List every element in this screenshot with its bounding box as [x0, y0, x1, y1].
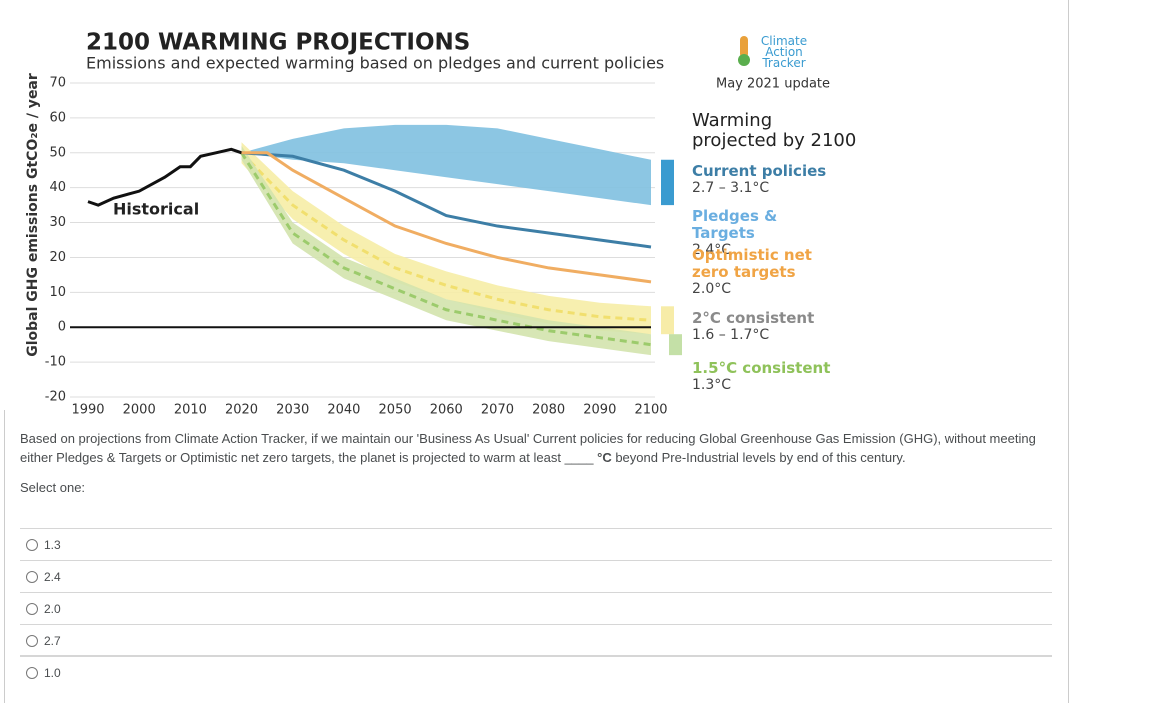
legend-warming: 1.3°C [692, 377, 732, 393]
legend-warming: 2.4°C [692, 242, 732, 258]
legend-item: 1.5°C consistent 1.3°C [692, 360, 842, 394]
x-tick-label: 2030 [276, 403, 309, 418]
chart-subtitle: Emissions and expected warming based on … [86, 54, 664, 73]
option-label: 2.4 [44, 570, 61, 584]
question-blank: ____ [564, 450, 594, 465]
y-tick-label: 20 [49, 250, 66, 265]
legend-title: Warming projected by 2100 [692, 110, 857, 151]
median-line [240, 151, 652, 347]
y-tick-label: 50 [49, 145, 66, 160]
option[interactable]: 2.4 [20, 560, 1052, 593]
logo-bulb [738, 54, 750, 66]
y-tick-label: -10 [45, 355, 66, 370]
question-prompt: Select one: [20, 480, 86, 495]
y-tick-label: 0 [58, 320, 66, 335]
x-tick-label: 2060 [430, 403, 463, 418]
logo-text: Climate Action Tracker [760, 34, 808, 70]
question-part: beyond Pre-Industrial levels by end of t… [611, 450, 906, 465]
series-label: Historical [113, 200, 199, 219]
question-part: Based on projections from Climate Action… [20, 431, 1036, 465]
x-tick-label: 2010 [174, 403, 207, 418]
radio-button[interactable] [26, 635, 38, 647]
radio-button[interactable] [26, 571, 38, 583]
radio-button[interactable] [26, 603, 38, 615]
y-tick-label: 30 [49, 215, 66, 230]
option[interactable]: 1.0 [20, 656, 1052, 689]
legend-name: Pledges & Targets [692, 207, 778, 242]
option[interactable]: 2.0 [20, 592, 1052, 625]
x-tick-label: 2020 [225, 403, 258, 418]
legend-name: Current policies [692, 162, 827, 180]
option[interactable]: 1.3 [20, 528, 1052, 561]
x-tick-label: 2080 [532, 403, 565, 418]
series-line [241, 151, 652, 249]
y-tick-label: -20 [45, 390, 66, 405]
chart: 2100 WARMING PROJECTIONS Emissions and e… [25, 30, 830, 418]
x-tick-label: 2100 [634, 403, 667, 418]
radio-button[interactable] [26, 667, 38, 679]
range-band [241, 124, 651, 206]
range-band [241, 145, 651, 356]
y-tick-label: 10 [49, 285, 66, 300]
x-tick-label: 2000 [123, 403, 156, 418]
update-note: May 2021 update [716, 77, 830, 92]
frame-left [4, 410, 5, 703]
legend-item: 2°C consistent 1.6 – 1.7°C [692, 310, 842, 344]
question-unit: °C [597, 450, 612, 465]
y-tick-label: 60 [49, 110, 66, 125]
x-tick-label: 2050 [379, 403, 412, 418]
end-range [669, 334, 682, 356]
legend-warming: 2.0°C [692, 281, 732, 297]
legend-warming: 2.7 – 3.1°C [692, 180, 770, 196]
frame-right [1068, 0, 1069, 703]
range-band [241, 142, 651, 335]
x-tick-label: 1990 [71, 403, 104, 418]
question-text: Based on projections from Climate Action… [20, 429, 1060, 467]
end-range [661, 159, 674, 206]
legend-name: 1.5°C consistent [692, 359, 831, 377]
series-line [87, 147, 243, 207]
y-tick-label: 70 [49, 76, 66, 91]
options-bottom [20, 655, 1052, 656]
option-label: 2.0 [44, 602, 61, 616]
median-line [240, 151, 652, 322]
y-tick-label: 40 [49, 180, 66, 195]
legend-item: Pledges & Targets 2.4°C [692, 208, 842, 259]
option-label: 1.0 [44, 666, 61, 680]
chart-title: 2100 WARMING PROJECTIONS [86, 30, 470, 56]
option[interactable]: 2.7 [20, 624, 1052, 657]
x-tick-label: 2070 [481, 403, 514, 418]
plot [87, 124, 682, 356]
option-label: 2.7 [44, 634, 61, 648]
x-tick-label: 2090 [583, 403, 616, 418]
y-axis-label: Global GHG emissions GtCO₂e / year [25, 73, 41, 357]
legend-item: Optimistic net zero targets 2.0°C [692, 247, 827, 298]
logo-thermometer [740, 36, 748, 58]
legend-name: Optimistic net zero targets [692, 246, 812, 281]
legend-item: Current policies 2.7 – 3.1°C [692, 163, 842, 197]
series-line [241, 151, 652, 284]
legend-name: 2°C consistent [692, 309, 815, 327]
option-label: 1.3 [44, 538, 61, 552]
radio-button[interactable] [26, 539, 38, 551]
x-tick-label: 2040 [327, 403, 360, 418]
legend-warming: 1.6 – 1.7°C [692, 327, 770, 343]
end-range [661, 306, 674, 335]
